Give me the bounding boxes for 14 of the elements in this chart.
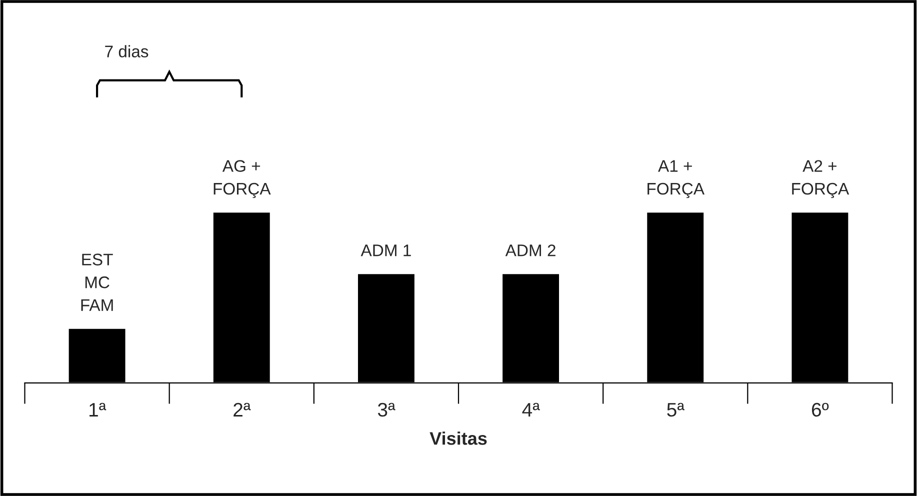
text: 7 dias [105, 45, 148, 58]
annotation: A2 + FORÇA [792, 160, 850, 198]
x-tick-label: 4ª [522, 402, 540, 416]
annotation: ADM 1 [360, 244, 411, 256]
x-tick-label: 6º [812, 402, 829, 417]
x-tick-label: 3ª [378, 402, 396, 417]
x-tick-label: 2ª [234, 402, 251, 416]
x-tick-label: 1ª [90, 402, 106, 416]
annotation: AG + FORÇA [214, 160, 271, 198]
x-axis-title: Visitas [430, 432, 487, 445]
annotation: A1 + FORÇA [648, 160, 705, 198]
annotation: EST MC FAM [81, 254, 113, 311]
x-tick-label: 5ª [667, 402, 684, 417]
annotation: ADM 2 [505, 244, 556, 256]
